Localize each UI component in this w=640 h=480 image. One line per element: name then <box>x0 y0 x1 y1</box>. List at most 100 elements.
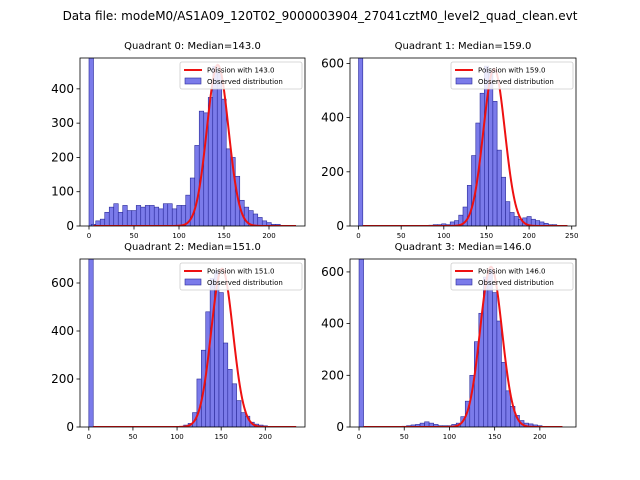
poisson-curve <box>363 265 563 427</box>
histogram-bar <box>218 292 224 427</box>
x-tick-label: 200 <box>259 433 272 441</box>
histogram-bar <box>257 217 263 226</box>
histogram-bar <box>492 101 498 226</box>
figure-title: Data file: modeM0/AS1A09_120T02_90000039… <box>63 9 578 23</box>
histogram-bar <box>488 71 494 226</box>
quadrant-2-panel: Quadrant 2: Median=151.0 0 50 100 150 200 0 200… <box>51 242 306 441</box>
legend: Poission with 159.0 Observed distribution <box>450 61 574 90</box>
quadrant-title: Quadrant 1: Median=159.0 <box>395 41 532 52</box>
legend-box <box>450 61 574 90</box>
histogram-bar <box>221 98 227 226</box>
x-tick-label: 50 <box>128 433 137 441</box>
histogram-bar <box>231 383 237 427</box>
histogram-bar <box>153 206 160 226</box>
histogram-bar <box>158 208 164 226</box>
x-tick-label: 100 <box>437 232 450 240</box>
y-tick-label: 0 <box>336 219 344 233</box>
histogram-bar <box>509 212 515 226</box>
y-tick-label: 200 <box>51 372 74 386</box>
x-tick-label: 0 <box>87 232 91 240</box>
histogram-bar <box>496 149 502 226</box>
y-tick-label: 100 <box>51 185 74 199</box>
histogram-bar-zero <box>358 58 364 226</box>
histogram-bar <box>144 205 151 226</box>
histogram-bar <box>126 210 133 226</box>
x-tick-label: 200 <box>262 232 275 240</box>
x-tick-label: 0 <box>356 232 360 240</box>
plot-area <box>88 259 297 427</box>
legend-label-poisson: Poission with 151.0 <box>207 268 275 276</box>
histogram-bar <box>108 206 115 226</box>
histogram-bar <box>104 211 110 226</box>
legend-label-observed: Observed distribution <box>478 279 554 287</box>
histogram-bar <box>216 71 223 226</box>
y-tick-label: 600 <box>321 265 344 279</box>
histogram-bar <box>180 205 187 226</box>
x-tick-label: 50 <box>400 433 409 441</box>
legend-label-poisson: Poission with 146.0 <box>478 268 546 276</box>
quadrant-title: Quadrant 2: Median=151.0 <box>124 242 261 253</box>
histogram-bar <box>501 362 507 427</box>
legend-label-observed: Observed distribution <box>207 279 283 287</box>
legend-label-poisson: Poission with 143.0 <box>207 67 275 75</box>
y-tick-label: 400 <box>321 111 344 125</box>
legend-bar-swatch <box>184 278 202 286</box>
quadrant-title: Quadrant 3: Median=146.0 <box>395 242 532 253</box>
plot-area <box>358 259 563 427</box>
x-tick-label: 150 <box>480 232 493 240</box>
histogram-bar-zero <box>358 259 364 427</box>
y-tick-label: 400 <box>51 324 74 338</box>
y-tick-label: 200 <box>321 165 344 179</box>
y-tick-label: 200 <box>51 150 74 164</box>
histogram-bar <box>171 208 178 226</box>
axes-frame <box>349 258 577 428</box>
y-tick-label: 600 <box>51 276 74 290</box>
axes-frame <box>349 57 577 227</box>
x-tick-label: 100 <box>443 433 456 441</box>
histogram-bar <box>236 400 242 427</box>
legend-box <box>179 262 303 291</box>
legend-box <box>179 61 303 90</box>
quadrant-3-panel: Quadrant 3: Median=146.0 0 50 100 150 200 0 200… <box>321 242 577 441</box>
histogram-bar <box>176 205 182 226</box>
histogram-bar-zero <box>88 259 94 427</box>
y-tick-label: 0 <box>336 420 344 434</box>
histogram-bar <box>513 216 519 226</box>
histogram-bar <box>505 201 511 226</box>
histogram-bar <box>131 210 137 226</box>
y-tick-label: 600 <box>321 56 344 70</box>
y-tick-label: 300 <box>51 116 74 130</box>
legend-bar-swatch <box>455 278 473 286</box>
x-tick-label: 150 <box>214 433 227 441</box>
y-tick-label: 0 <box>66 219 74 233</box>
x-tick-label: 100 <box>172 232 185 240</box>
legend-label-observed: Observed distribution <box>207 78 283 86</box>
x-tick-label: 150 <box>488 433 501 441</box>
histogram-bar <box>252 213 259 226</box>
legend: Poission with 151.0 Observed distribution <box>179 262 303 291</box>
histogram-bar <box>240 412 246 427</box>
quadrant-0-panel: Quadrant 0: Median=143.0 0 50 100 150 200 0 100… <box>51 41 306 240</box>
histogram-bar <box>223 342 229 427</box>
histogram-bar-zero <box>88 58 94 226</box>
legend-bar-swatch <box>184 77 202 85</box>
histogram-bar <box>99 218 106 226</box>
histogram-bar <box>492 292 498 427</box>
x-tick-label: 200 <box>522 232 535 240</box>
x-tick-label: 100 <box>170 433 183 441</box>
y-tick-label: 400 <box>321 317 344 331</box>
poisson-curve <box>93 267 297 427</box>
x-tick-label: 150 <box>217 232 230 240</box>
histogram-bar <box>487 269 493 427</box>
legend-label-observed: Observed distribution <box>478 78 554 86</box>
legend: Poission with 146.0 Observed distribution <box>450 262 574 291</box>
x-tick-label: 50 <box>130 232 139 240</box>
histogram-bar <box>149 205 155 226</box>
x-tick-label: 250 <box>565 232 578 240</box>
histogram-bar <box>501 176 506 226</box>
histogram-bar <box>505 390 511 427</box>
poisson-curve <box>362 67 568 226</box>
histogram-bar <box>212 66 218 226</box>
axes-frame <box>79 57 306 227</box>
